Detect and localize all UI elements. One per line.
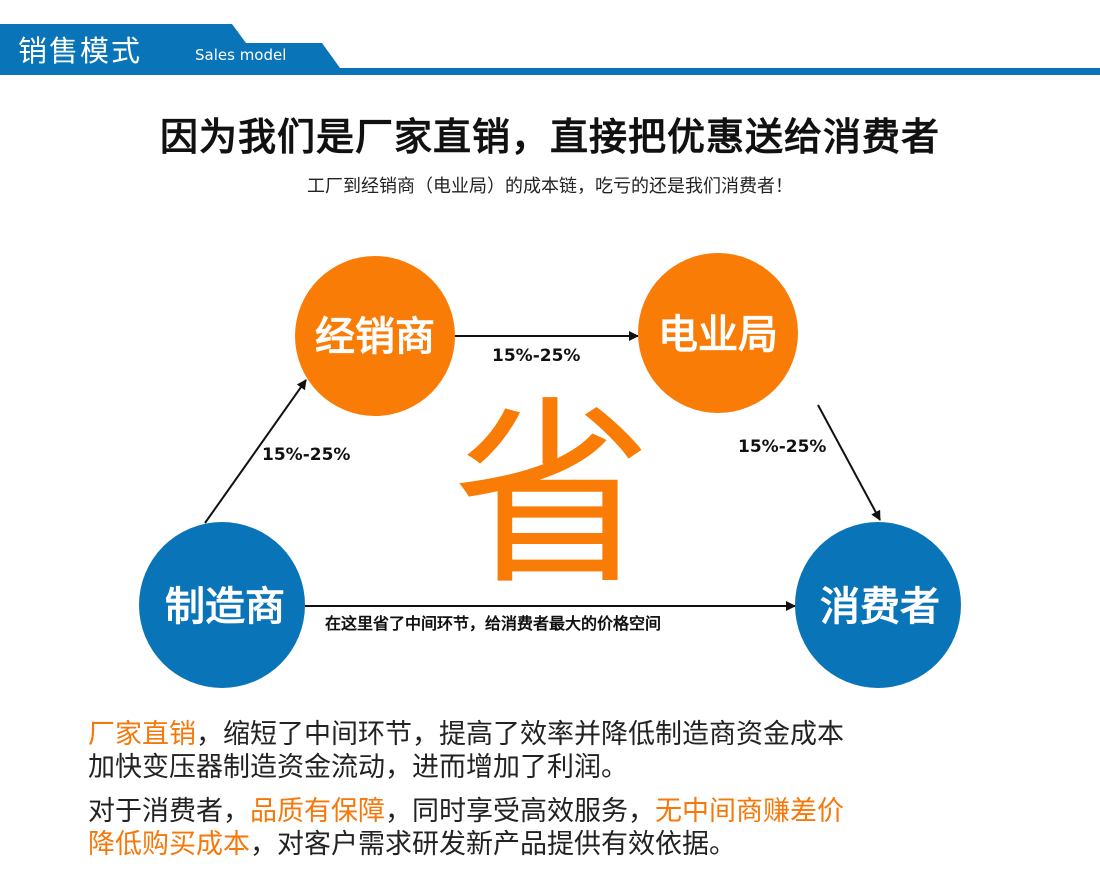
node-consumer (795, 522, 961, 688)
text: 对于消费者， (88, 796, 250, 827)
arrow-manufacturer-to-dealer (204, 379, 307, 524)
subheadline: 工厂到经销商（电业局）的成本链，吃亏的还是我们消费者！ (307, 176, 793, 197)
highlight: 无中间商赚差价 (655, 796, 844, 827)
section-title: 销售模式 (18, 34, 143, 68)
node-consumer-label: 消费者 (820, 584, 940, 630)
edge-label-left: 15%-25% (262, 445, 350, 465)
text: ，同时享受高效服务， (385, 796, 655, 827)
text: ，对客户需求研发新产品提供有效依据。 (250, 829, 736, 860)
headline: 因为我们是厂家直销，直接把优惠送给消费者 (159, 115, 940, 159)
highlight: 降低购买成本 (88, 829, 250, 860)
highlight: 品质有保障 (250, 796, 385, 827)
header-band (0, 24, 1100, 75)
node-manufacturer (139, 522, 305, 688)
node-power-bureau (638, 253, 798, 413)
node-dealer-label: 经销商 (315, 314, 435, 360)
text: ，缩短了中间环节，提高了效率并降低制造商资金成本 (196, 719, 844, 750)
node-dealer (295, 256, 455, 416)
paragraph-1-line-1: 厂家直销，缩短了中间环节，提高了效率并降低制造商资金成本 (88, 718, 844, 751)
paragraph-2-line-1: 对于消费者，品质有保障，同时享受高效服务，无中间商赚差价 (88, 795, 844, 828)
center-save-char: 省 (452, 380, 652, 613)
paragraph-2-line-2: 降低购买成本，对客户需求研发新产品提供有效依据。 (88, 828, 736, 861)
edge-label-top: 15%-25% (492, 346, 580, 366)
node-power-bureau-label: 电业局 (658, 312, 778, 358)
arrow-power-bureau-to-consumer (817, 404, 881, 521)
node-manufacturer-label: 制造商 (165, 584, 285, 630)
highlight: 厂家直销 (88, 719, 196, 750)
edge-label-bottom: 在这里省了中间环节，给消费者最大的价格空间 (325, 614, 661, 633)
section-subtitle: Sales model (195, 46, 287, 64)
paragraph-1-line-2: 加快变压器制造资金流动，进而增加了利润。 (88, 752, 628, 783)
edge-label-right: 15%-25% (738, 437, 826, 457)
